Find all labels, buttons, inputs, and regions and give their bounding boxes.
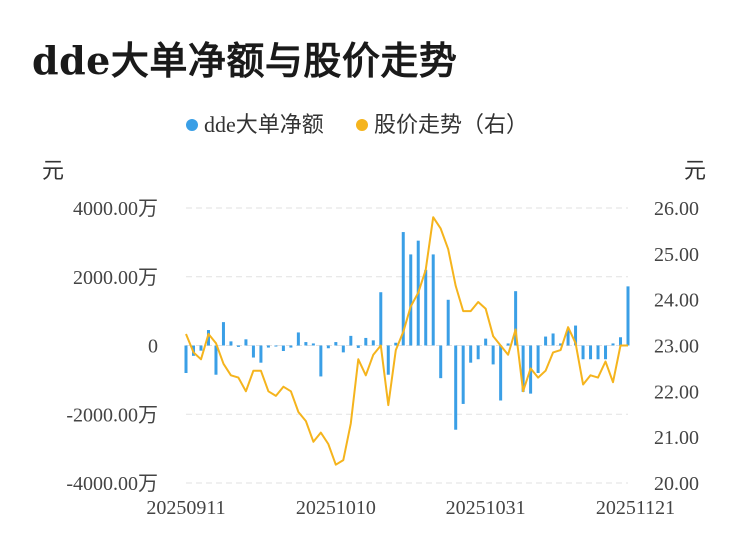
y-right-tick-label: 23.00 (654, 336, 699, 358)
bar (491, 345, 495, 365)
bar (446, 299, 450, 346)
bar (469, 345, 473, 363)
bar (274, 345, 278, 347)
bar (401, 232, 405, 346)
y-right-tick-label: 26.00 (654, 198, 699, 220)
y-right-tick-label: 21.00 (654, 427, 699, 449)
y-left-tick-label: 0 (148, 336, 158, 358)
bar (184, 345, 188, 373)
bar (304, 342, 308, 346)
bar (364, 337, 368, 346)
y-right-tick-label: 20.00 (654, 473, 699, 495)
bar (259, 345, 263, 363)
bar (214, 345, 218, 375)
y-left-tick-label: 4000.00万 (73, 198, 158, 220)
bar (244, 339, 248, 346)
bar (326, 345, 330, 349)
y-axis-left: 4000.00万 2000.00万 0 -2000.00万 -4000.00万 (66, 198, 158, 495)
bar (619, 337, 623, 346)
y-left-tick-label: 2000.00万 (73, 267, 158, 289)
bar (559, 343, 563, 346)
bar (206, 330, 210, 346)
bar (409, 254, 413, 346)
bar (341, 345, 345, 353)
bar (394, 342, 398, 346)
legend-marker-price (356, 119, 368, 131)
bar (251, 345, 255, 358)
bar (424, 269, 428, 346)
bar (544, 336, 548, 346)
bar (484, 338, 488, 346)
bar (386, 345, 390, 375)
x-tick-label: 20250911 (146, 497, 225, 519)
bar (536, 345, 540, 373)
bar (604, 345, 608, 360)
legend: dde大单净额 股价走势（右） (186, 112, 528, 137)
bar (461, 345, 465, 404)
legend-label-price: 股价走势（右） (374, 112, 528, 137)
bar (476, 345, 480, 360)
bar (574, 325, 578, 346)
y-right-tick-label: 25.00 (654, 244, 699, 266)
bar (221, 322, 225, 346)
bar (499, 345, 503, 401)
bar-series (184, 232, 630, 430)
y-left-tick-label: -2000.00万 (66, 404, 158, 426)
x-tick-label: 20251121 (596, 497, 675, 519)
y-right-tick-label: 22.00 (654, 381, 699, 403)
bar (626, 286, 630, 346)
bar (349, 335, 353, 346)
legend-label-dde: dde大单净额 (204, 112, 324, 137)
bar (289, 345, 293, 348)
bar (229, 341, 233, 346)
bar (589, 345, 593, 360)
y-left-unit: 元 (42, 159, 64, 184)
bar (521, 345, 525, 392)
bar (379, 292, 383, 346)
price-line (185, 216, 628, 466)
bar (514, 291, 518, 346)
line-series (185, 216, 628, 466)
bar (581, 345, 585, 360)
bar (356, 345, 360, 348)
legend-marker-dde (186, 119, 198, 131)
bar (596, 345, 600, 360)
bar (611, 343, 615, 346)
bar (506, 343, 510, 346)
bar (266, 345, 270, 348)
y-axis-right: 26.00 25.00 24.00 23.00 22.00 21.00 20.00 (654, 198, 699, 495)
bar (199, 345, 203, 351)
y-right-tick-label: 24.00 (654, 290, 699, 312)
x-tick-label: 20251031 (446, 497, 526, 519)
bar (296, 332, 300, 346)
x-tick-label: 20251010 (296, 497, 376, 519)
bar (454, 345, 458, 430)
bar (566, 330, 570, 346)
y-left-tick-label: -4000.00万 (66, 473, 158, 495)
bar (371, 340, 375, 346)
bar (431, 254, 435, 346)
bar (311, 343, 315, 346)
bar (236, 345, 240, 347)
bar (319, 345, 323, 377)
bar (281, 345, 285, 351)
x-axis: 20250911 20251010 20251031 20251121 (146, 497, 675, 519)
bar (439, 345, 443, 379)
page-title: dde大单净额与股价走势 (32, 38, 458, 83)
bar (551, 333, 555, 346)
bar (334, 342, 338, 346)
y-right-unit: 元 (684, 159, 706, 184)
